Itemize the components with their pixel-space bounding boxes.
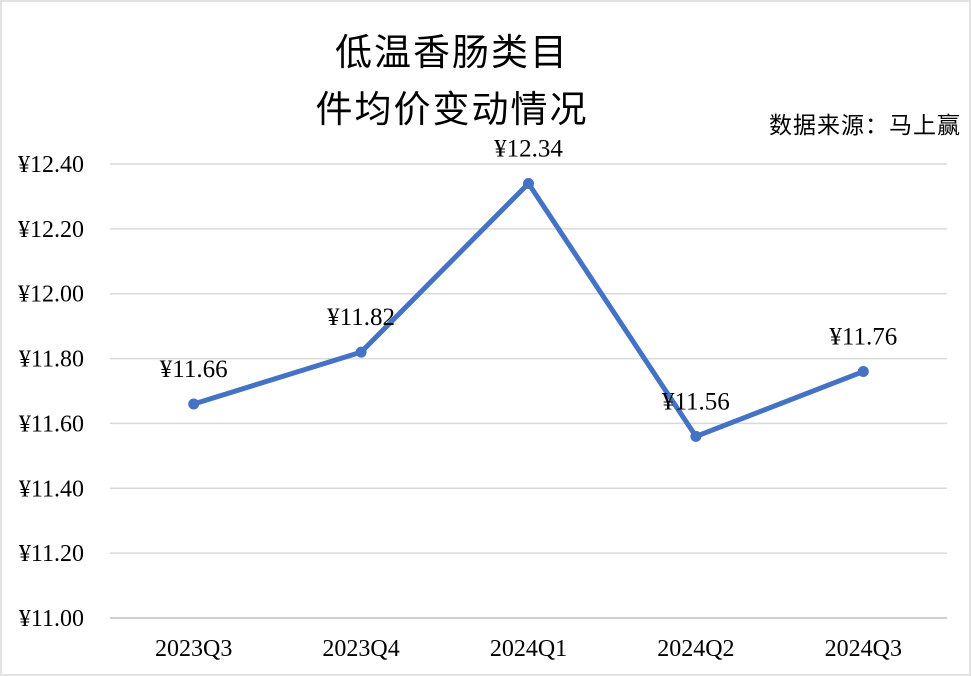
data-point-marker bbox=[690, 430, 702, 442]
data-source-label: 数据来源：马上赢 bbox=[769, 113, 961, 138]
chart-title-line-2: 件均价变动情况 bbox=[315, 90, 589, 131]
data-point-marker bbox=[523, 177, 534, 189]
series-line bbox=[191, 180, 866, 439]
data-point-label: ¥11.56 bbox=[662, 388, 730, 415]
data-point-marker bbox=[188, 398, 200, 410]
data-point-marker bbox=[355, 346, 367, 358]
x-axis-category-label: 2024Q3 bbox=[825, 636, 902, 662]
y-axis-tick-label: ¥12.00 bbox=[18, 282, 84, 308]
x-axis-category-label: 2024Q1 bbox=[490, 636, 567, 662]
y-axis-tick-label: ¥11.60 bbox=[19, 411, 84, 437]
data-point-label: ¥11.82 bbox=[327, 304, 395, 331]
x-axis-category-label: 2024Q2 bbox=[657, 636, 734, 662]
y-axis-tick-label: ¥12.40 bbox=[18, 152, 84, 178]
data-point-label: ¥11.66 bbox=[160, 356, 228, 383]
y-axis-tick-label: ¥11.00 bbox=[19, 606, 84, 632]
y-axis-tick-label: ¥12.20 bbox=[18, 217, 84, 243]
data-point-label: ¥12.34 bbox=[494, 135, 563, 162]
x-axis-category-label: 2023Q4 bbox=[322, 636, 399, 662]
chart-title-line-1: 低温香肠类目 bbox=[335, 33, 569, 74]
y-axis-tick-label: ¥11.40 bbox=[19, 476, 84, 502]
y-axis-tick-label: ¥11.20 bbox=[19, 541, 84, 567]
data-point-label: ¥11.76 bbox=[829, 324, 897, 351]
x-axis-category-label: 2023Q3 bbox=[155, 636, 232, 662]
y-axis-tick-label: ¥11.80 bbox=[19, 347, 84, 373]
data-point-marker bbox=[857, 366, 869, 378]
